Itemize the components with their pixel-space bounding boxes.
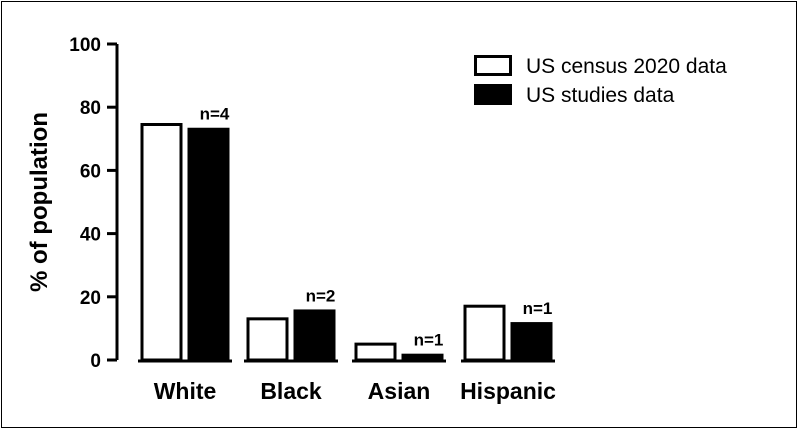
x-category-label: Asian <box>368 378 431 404</box>
legend-label: US census 2020 data <box>526 55 727 78</box>
bar-white-census <box>140 123 183 362</box>
bar-annotation: n=1 <box>414 331 444 350</box>
bar-hispanic-census <box>463 304 506 362</box>
bar-black-census <box>246 317 289 362</box>
bar-annotation: n=2 <box>306 286 336 305</box>
y-axis-label: % of population <box>26 112 53 292</box>
bar-asian-census <box>354 342 397 362</box>
bar-hispanic-studies <box>510 322 553 362</box>
legend-label: US studies data <box>526 84 675 107</box>
bar-asian-studies <box>401 353 444 362</box>
legend: US census 2020 data US studies data <box>474 55 727 107</box>
bar-annotation: n=1 <box>523 299 553 318</box>
bar-white-studies <box>187 127 230 362</box>
y-tick-label: 60 <box>80 161 101 182</box>
y-tick-label: 100 <box>69 35 101 56</box>
y-tick-label: 80 <box>80 98 101 119</box>
legend-swatch <box>474 55 512 76</box>
bars <box>140 123 553 362</box>
y-tick-label: 0 <box>90 351 101 372</box>
y-tick-label: 20 <box>80 288 101 309</box>
x-category-label: Hispanic <box>460 378 556 404</box>
bar-black-studies <box>293 309 336 362</box>
legend-swatch <box>474 84 512 105</box>
labels: 0 20 40 60 80 100 % of population n=4 White n=2 Bl… <box>26 35 556 404</box>
x-category-label: White <box>154 378 217 404</box>
x-category-label: Black <box>260 378 322 404</box>
bar-annotation: n=4 <box>200 105 230 124</box>
y-tick-label: 40 <box>80 225 101 246</box>
